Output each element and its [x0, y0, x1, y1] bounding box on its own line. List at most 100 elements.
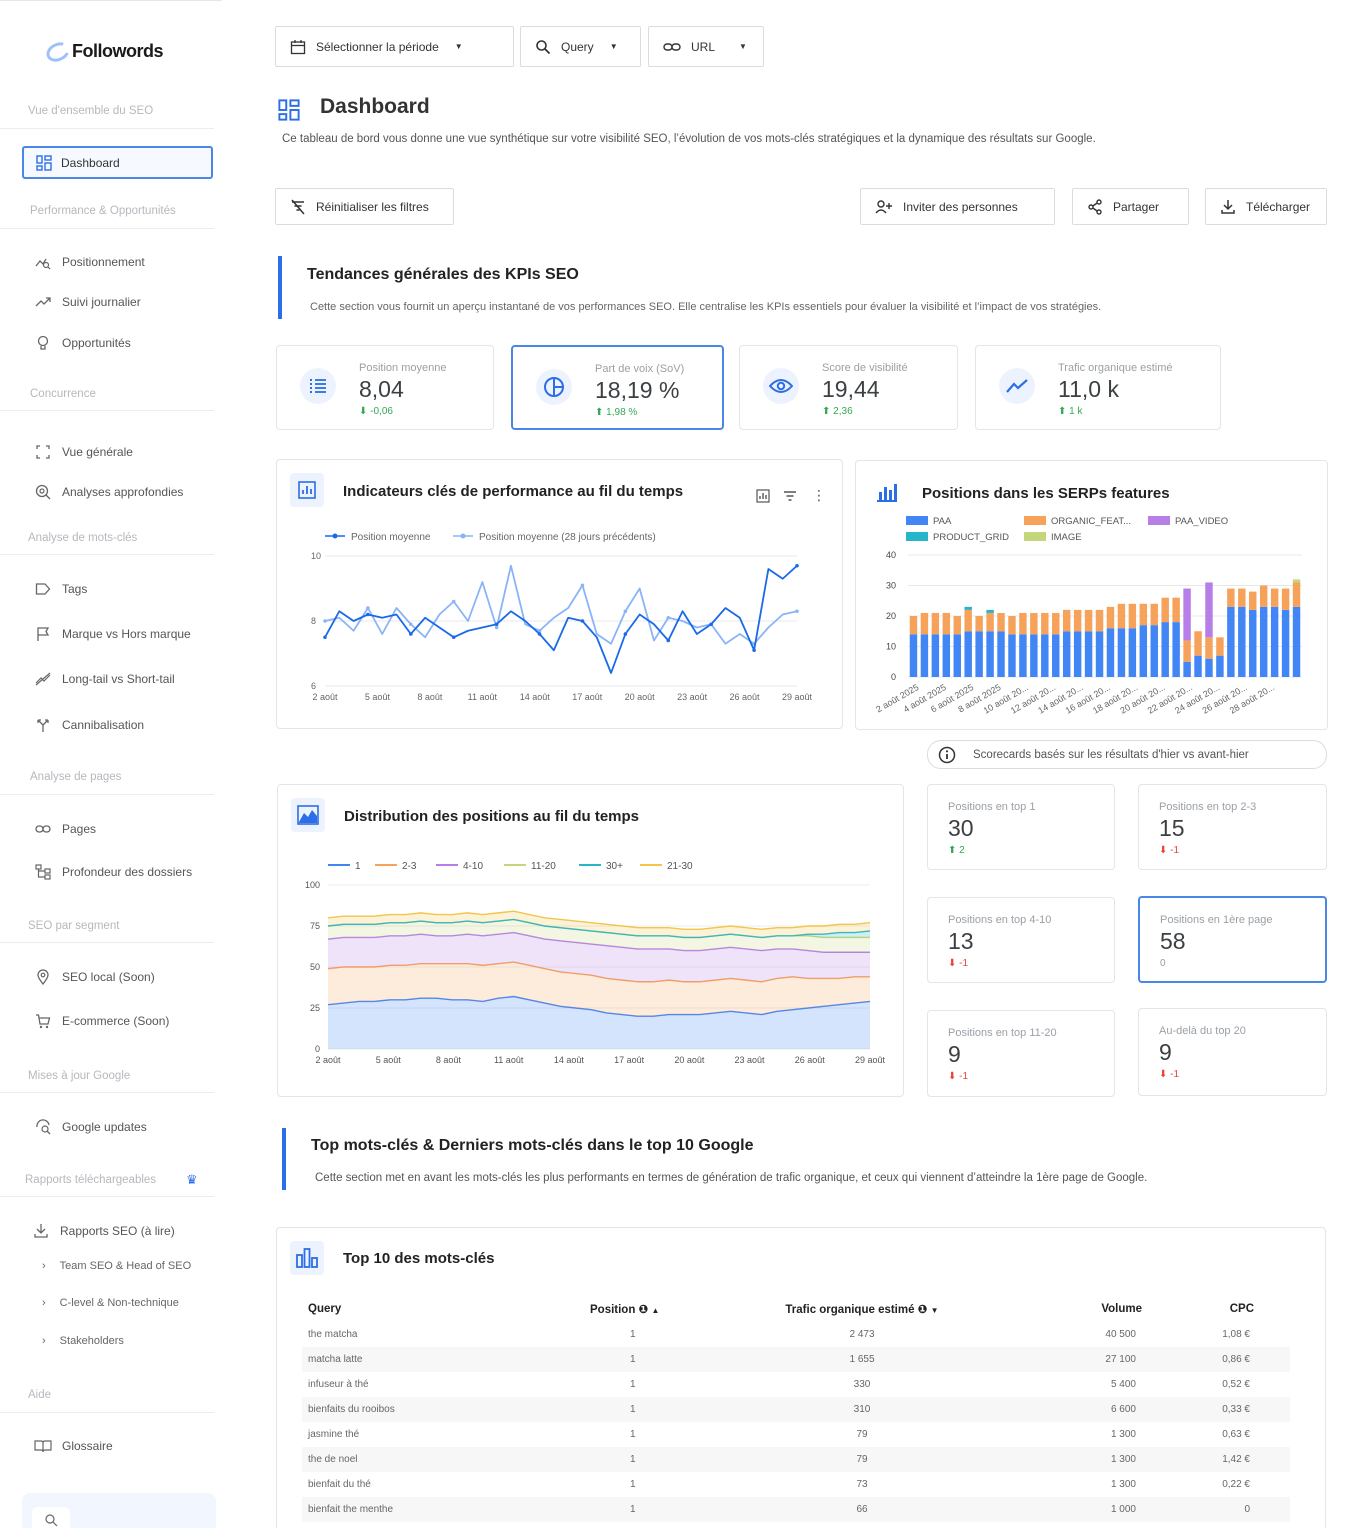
bar-segment: [1030, 612, 1038, 635]
scorecard-first-page[interactable]: Positions en 1ère page 58 0: [1138, 896, 1327, 983]
sidebar-item-analyses[interactable]: Analyses approfondies: [34, 483, 183, 501]
sidebar-item-longtail[interactable]: Long-tail vs Short-tail: [34, 670, 175, 688]
bar-segment: [1008, 634, 1016, 677]
y-tick-label: 25: [310, 1003, 320, 1013]
table-row[interactable]: matcha latte 1 1 655 27 100 0,86 €: [302, 1347, 1290, 1372]
chart-title: Distribution des positions au fil du tem…: [344, 808, 640, 825]
section-title: Performance & Opportunités: [30, 205, 176, 217]
scorecard-top1[interactable]: Positions en top 1 30 ⬆ 2: [927, 784, 1115, 870]
col-position[interactable]: Position ❶ ▲: [582, 1296, 742, 1322]
reset-filters-button[interactable]: Réinitialiser les filtres: [275, 188, 454, 225]
arrow-up-icon: ⬆: [948, 845, 957, 856]
bar-segment: [1008, 616, 1016, 635]
scorecard-top11-20[interactable]: Positions en top 11-20 9 ⬇ -1: [927, 1010, 1115, 1097]
bar-segment: [1194, 655, 1202, 677]
list-numbered-icon: [300, 368, 336, 404]
sidebar-item-opportunites[interactable]: Opportunités: [34, 334, 131, 352]
chart-settings-icon[interactable]: [756, 489, 770, 503]
x-tick-label: 2 août: [312, 692, 338, 702]
table-row[interactable]: the de noel 1 79 1 300 1,42 €: [302, 1447, 1290, 1472]
cell-position: 1: [582, 1397, 742, 1422]
data-point: [451, 599, 456, 604]
data-point: [366, 612, 370, 617]
sidebar-item-positionnement[interactable]: Positionnement: [34, 253, 145, 271]
table-row[interactable]: infuseur à thé 1 330 5 400 0,52 €: [302, 1372, 1290, 1397]
sidebar-item-seo-local[interactable]: SEO local (Soon): [34, 968, 155, 986]
scorecard-beyond-top20[interactable]: Au-delà du top 20 9 ⬇ -1: [1138, 1008, 1327, 1096]
target-search-icon: [34, 483, 52, 501]
sidebar-subitem-team[interactable]: › Team SEO & Head of SEO: [42, 1260, 191, 1272]
kpi-card-position[interactable]: Position moyenne 8,04 ⬇ -0,06: [276, 345, 494, 430]
kpi-card-visibility[interactable]: Score de visibilité 19,44 ⬆ 2,36: [739, 345, 958, 430]
data-point: [409, 622, 413, 627]
scorecard-top2-3[interactable]: Positions en top 2-3 15 ⬇ -1: [1138, 784, 1327, 870]
period-filter[interactable]: Sélectionner la période ▼: [275, 26, 514, 67]
scorecard-top4-10[interactable]: Positions en top 4-10 13 ⬇ -1: [927, 897, 1115, 983]
sidebar-item-google-updates[interactable]: Google updates: [34, 1118, 147, 1136]
more-vert-icon[interactable]: ⋮: [812, 487, 826, 503]
invite-button[interactable]: Inviter des personnes: [860, 188, 1055, 225]
kpi-delta: -0,06: [370, 406, 393, 417]
sidebar-item-vue-generale[interactable]: Vue générale: [34, 443, 133, 461]
bar-segment: [931, 634, 940, 677]
sidebar-subitem-stakeholders[interactable]: › Stakeholders: [42, 1335, 124, 1347]
table-row[interactable]: bienfait du thé 1 73 1 300 0,22 €: [302, 1472, 1290, 1497]
divider: [0, 128, 214, 129]
data-point: [537, 632, 542, 636]
sidebar-item-cannibalisation[interactable]: Cannibalisation: [34, 716, 144, 734]
sidebar-item-profondeur[interactable]: Profondeur des dossiers: [34, 863, 192, 881]
col-volume[interactable]: Volume: [982, 1296, 1152, 1322]
section-accent-bar: [282, 1128, 286, 1190]
query-filter[interactable]: Query ▼: [520, 26, 641, 67]
sidebar-item-pages[interactable]: Pages: [34, 820, 96, 838]
sidebar-item-marque[interactable]: Marque vs Hors marque: [34, 625, 191, 643]
scorecard-delta: 0: [1160, 958, 1166, 969]
divider: [0, 1196, 214, 1197]
scorecard-value: 13: [948, 928, 974, 954]
col-query[interactable]: Query: [302, 1296, 582, 1322]
chevron-right-icon: ›: [42, 1335, 46, 1347]
data-point: [666, 638, 671, 643]
info-icon: ❶: [917, 1304, 928, 1316]
page-title: Dashboard: [320, 95, 430, 118]
filter-icon[interactable]: [783, 490, 797, 502]
download-button[interactable]: Télécharger: [1205, 188, 1327, 225]
sidebar-item-ecommerce[interactable]: E-commerce (Soon): [34, 1012, 169, 1030]
arrow-up-icon: ⬆: [822, 406, 831, 417]
bar-segment: [1095, 631, 1104, 677]
cell-query: the de noel: [302, 1447, 582, 1472]
crown-icon: ♛: [186, 1172, 198, 1187]
sidebar-item-dashboard[interactable]: Dashboard: [22, 146, 213, 179]
bar-segment: [1270, 588, 1279, 607]
legend-label: 11-20: [531, 861, 556, 872]
area-chart: 0 25 50 75 100 2 août 5 août 8 août 11 août 14 ao…: [305, 861, 886, 1065]
bar-segment: [1073, 631, 1082, 677]
sidebar-item-glossaire[interactable]: Glossaire: [34, 1437, 113, 1455]
share-button[interactable]: Partager: [1072, 188, 1189, 225]
cell-cpc: 1,42 €: [1152, 1447, 1290, 1472]
sidebar-item-label: Dashboard: [61, 155, 120, 170]
sidebar-item-label: Analyses approfondies: [62, 485, 184, 499]
section-title: Vue d'ensemble du SEO: [28, 105, 154, 117]
bar-chart-icon: [290, 1241, 324, 1275]
divider: [0, 554, 214, 555]
divider: [0, 1412, 214, 1413]
table-row[interactable]: jasmine thé 1 79 1 300 0,63 €: [302, 1422, 1290, 1447]
sidebar-subitem-clevel[interactable]: › C-level & Non-technique: [42, 1297, 179, 1309]
kpi-card-traffic[interactable]: Trafic organique estimé 11,0 k ⬆ 1 k: [975, 345, 1221, 430]
sidebar-item-rapports[interactable]: Rapports SEO (à lire): [32, 1222, 175, 1240]
sidebar-item-suivi[interactable]: Suivi journalier: [34, 293, 141, 311]
table-row[interactable]: the matcha 1 2 473 40 500 1,08 €: [302, 1322, 1290, 1347]
table-row[interactable]: bienfaits du rooibos 1 310 6 600 0,33 €: [302, 1397, 1290, 1422]
sidebar-item-tags[interactable]: Tags: [34, 580, 87, 598]
link-icon: [663, 42, 681, 51]
brand-logo[interactable]: Followords: [43, 39, 164, 66]
kpi-card-sov[interactable]: Part de voix (SoV) 18,19 % ⬆ 1,98 %: [511, 345, 724, 430]
section-title: Analyse de pages: [30, 771, 122, 783]
help-widget[interactable]: [22, 1493, 216, 1528]
col-cpc[interactable]: CPC: [1152, 1296, 1290, 1322]
table-row[interactable]: bienfait the menthe 1 66 1 000 0: [302, 1497, 1290, 1522]
col-traffic[interactable]: Trafic organique estimé ❶ ▼: [742, 1296, 982, 1322]
url-filter[interactable]: URL ▼: [648, 26, 764, 67]
section-title: SEO par segment: [28, 920, 120, 932]
